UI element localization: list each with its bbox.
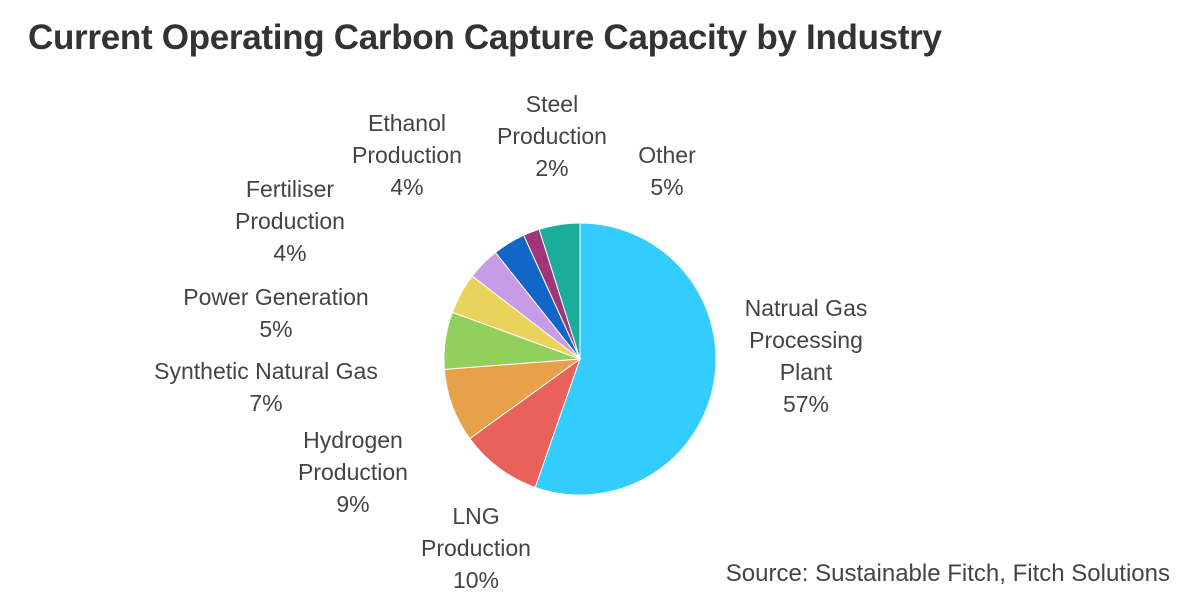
pie-slice-8: [538, 222, 581, 360]
slice-category-label: Hydrogen: [303, 427, 403, 453]
pie-slices: [443, 222, 717, 496]
slice-value-label: 9%: [336, 491, 369, 517]
slice-label-3: Synthetic Natural Gas 7%: [154, 358, 378, 416]
source-note: Source: Sustainable Fitch, Fitch Solutio…: [725, 560, 1170, 587]
slice-category-label: LNG: [452, 503, 499, 529]
slice-value-label: 57%: [783, 391, 829, 417]
slice-label-8: Other 5%: [638, 142, 696, 200]
slice-category-label: Fertiliser: [246, 176, 335, 202]
slice-label-2: Hydrogen Production 9%: [298, 427, 408, 517]
slice-category-label: Other: [638, 142, 696, 168]
chart-title: Current Operating Carbon Capture Capacit…: [28, 18, 942, 57]
slice-category-label: Production: [497, 123, 607, 149]
slice-label-1: LNG Production 10%: [421, 503, 531, 593]
slice-category-label: Plant: [780, 359, 833, 385]
slice-category-label: Power Generation: [183, 284, 368, 310]
slice-label-5: Fertiliser Production 4%: [235, 176, 345, 266]
slice-category-label: Production: [235, 208, 345, 234]
slice-label-7: Steel Production 2%: [497, 91, 607, 181]
slice-value-label: 10%: [453, 567, 499, 593]
slice-value-label: 5%: [650, 174, 683, 200]
slice-category-label: Production: [298, 459, 408, 485]
slice-category-label: Natrual Gas: [745, 295, 868, 321]
slice-value-label: 4%: [390, 174, 423, 200]
slice-category-label: Processing: [749, 327, 863, 353]
slice-category-label: Production: [421, 535, 531, 561]
slice-label-6: Ethanol Production 4%: [352, 110, 462, 200]
slice-value-label: 5%: [259, 316, 292, 342]
slice-category-label: Synthetic Natural Gas: [154, 358, 378, 384]
slice-category-label: Production: [352, 142, 462, 168]
slice-category-label: Steel: [526, 91, 578, 117]
slice-value-label: 2%: [535, 155, 568, 181]
pie-labels: Natrual Gas Processing Plant 57% LNG Producti…: [154, 91, 867, 593]
pie-slice-1: [469, 357, 581, 489]
slice-label-4: Power Generation 5%: [183, 284, 368, 342]
slice-value-label: 7%: [249, 390, 282, 416]
slice-category-label: Ethanol: [368, 110, 446, 136]
slice-label-0: Natrual Gas Processing Plant 57%: [745, 295, 868, 417]
slice-value-label: 4%: [273, 240, 306, 266]
